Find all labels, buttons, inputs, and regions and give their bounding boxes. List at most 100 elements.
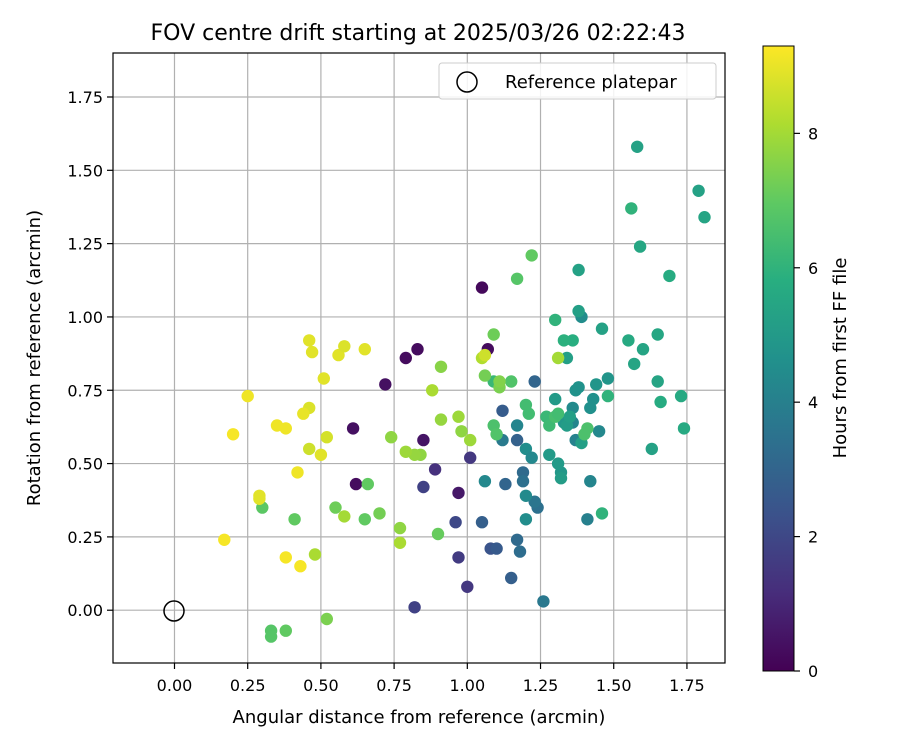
colorbar-ticks: 0 2 4 6 8 bbox=[794, 124, 818, 681]
data-point bbox=[361, 477, 374, 491]
data-point bbox=[320, 612, 333, 626]
data-point bbox=[528, 375, 541, 388]
data-point bbox=[519, 442, 533, 456]
data-point bbox=[595, 507, 609, 520]
y-tick-label: 0.75 bbox=[67, 381, 103, 400]
data-point bbox=[434, 413, 448, 426]
data-point bbox=[510, 272, 524, 285]
data-point bbox=[631, 140, 644, 153]
data-point bbox=[554, 472, 568, 485]
colorbar-label: Hours from first FF file bbox=[830, 258, 851, 459]
data-point bbox=[519, 398, 533, 412]
data-point bbox=[601, 372, 615, 385]
data-point bbox=[464, 451, 477, 464]
data-point bbox=[417, 433, 430, 447]
y-tick-label: 0.50 bbox=[67, 455, 103, 474]
colorbar-tick-label: 4 bbox=[808, 393, 818, 412]
data-point bbox=[426, 384, 439, 397]
data-point bbox=[572, 304, 585, 318]
data-point bbox=[408, 601, 421, 614]
data-point bbox=[581, 513, 594, 526]
data-point bbox=[461, 580, 474, 593]
data-point bbox=[633, 240, 647, 253]
data-point bbox=[516, 466, 530, 479]
data-point bbox=[519, 513, 533, 526]
data-point bbox=[677, 422, 691, 435]
data-point bbox=[317, 372, 330, 385]
y-axis-label: Rotation from reference (arcmin) bbox=[24, 210, 45, 506]
data-point bbox=[475, 516, 489, 529]
x-tick-label: 0.75 bbox=[376, 676, 412, 695]
data-point bbox=[636, 343, 650, 356]
data-points bbox=[218, 140, 711, 643]
data-point bbox=[587, 392, 600, 406]
data-point bbox=[303, 334, 316, 347]
data-point bbox=[358, 343, 371, 356]
x-tick-label: 1.25 bbox=[523, 676, 559, 695]
data-point bbox=[543, 419, 556, 432]
data-point bbox=[399, 351, 412, 365]
data-point bbox=[478, 475, 492, 488]
data-point bbox=[645, 442, 658, 456]
data-point bbox=[601, 389, 615, 403]
data-point bbox=[510, 533, 524, 546]
data-point bbox=[294, 560, 307, 573]
data-point bbox=[557, 334, 571, 347]
data-point bbox=[516, 475, 530, 488]
data-point bbox=[525, 451, 538, 464]
colorbar-tick-label: 6 bbox=[808, 259, 818, 278]
data-point bbox=[452, 486, 465, 500]
legend-box bbox=[438, 62, 717, 100]
data-point bbox=[510, 433, 524, 447]
data-point bbox=[551, 407, 565, 420]
data-point bbox=[434, 360, 448, 373]
data-point bbox=[288, 513, 301, 526]
data-point bbox=[505, 375, 518, 388]
data-point bbox=[578, 428, 591, 441]
legend-label: Reference platepar bbox=[505, 72, 677, 93]
data-point bbox=[297, 407, 310, 420]
data-point bbox=[279, 624, 292, 637]
y-tick-label: 1.00 bbox=[67, 308, 103, 327]
plot-frame bbox=[112, 52, 726, 664]
data-point bbox=[560, 351, 574, 365]
data-point bbox=[279, 551, 292, 564]
data-point bbox=[528, 495, 541, 508]
data-point bbox=[417, 480, 430, 494]
data-point bbox=[590, 378, 603, 391]
data-point bbox=[551, 351, 565, 365]
reference-marker bbox=[163, 600, 185, 622]
data-point bbox=[449, 516, 462, 529]
data-point bbox=[399, 445, 412, 458]
data-point bbox=[291, 466, 304, 479]
data-point bbox=[499, 477, 512, 491]
data-point bbox=[428, 463, 442, 476]
data-point bbox=[487, 328, 500, 341]
colorbar-tick-label: 8 bbox=[808, 124, 818, 143]
data-point bbox=[572, 381, 585, 394]
x-axis-ticks: 0.00 0.25 0.50 0.75 1.00 1.25 1.50 1.75 bbox=[157, 663, 705, 695]
data-point bbox=[513, 545, 527, 558]
data-point bbox=[478, 348, 492, 362]
data-point bbox=[628, 357, 641, 371]
data-point bbox=[455, 425, 468, 438]
chart-title: FOV centre drift starting at 2025/03/26 … bbox=[151, 21, 686, 46]
data-point bbox=[379, 378, 392, 391]
data-point bbox=[478, 369, 492, 382]
data-point bbox=[253, 489, 266, 502]
data-point bbox=[490, 542, 503, 555]
data-point bbox=[592, 425, 606, 438]
data-point bbox=[373, 507, 386, 520]
data-point bbox=[566, 334, 579, 347]
data-point bbox=[431, 527, 445, 541]
colorbar-gradient bbox=[762, 45, 795, 672]
data-point bbox=[549, 392, 562, 406]
data-point bbox=[496, 404, 509, 417]
data-point bbox=[698, 211, 711, 224]
data-point bbox=[505, 571, 518, 585]
data-point bbox=[595, 322, 609, 335]
data-point bbox=[305, 345, 319, 359]
data-point bbox=[241, 389, 254, 403]
data-point bbox=[549, 313, 562, 327]
data-point bbox=[264, 630, 278, 643]
